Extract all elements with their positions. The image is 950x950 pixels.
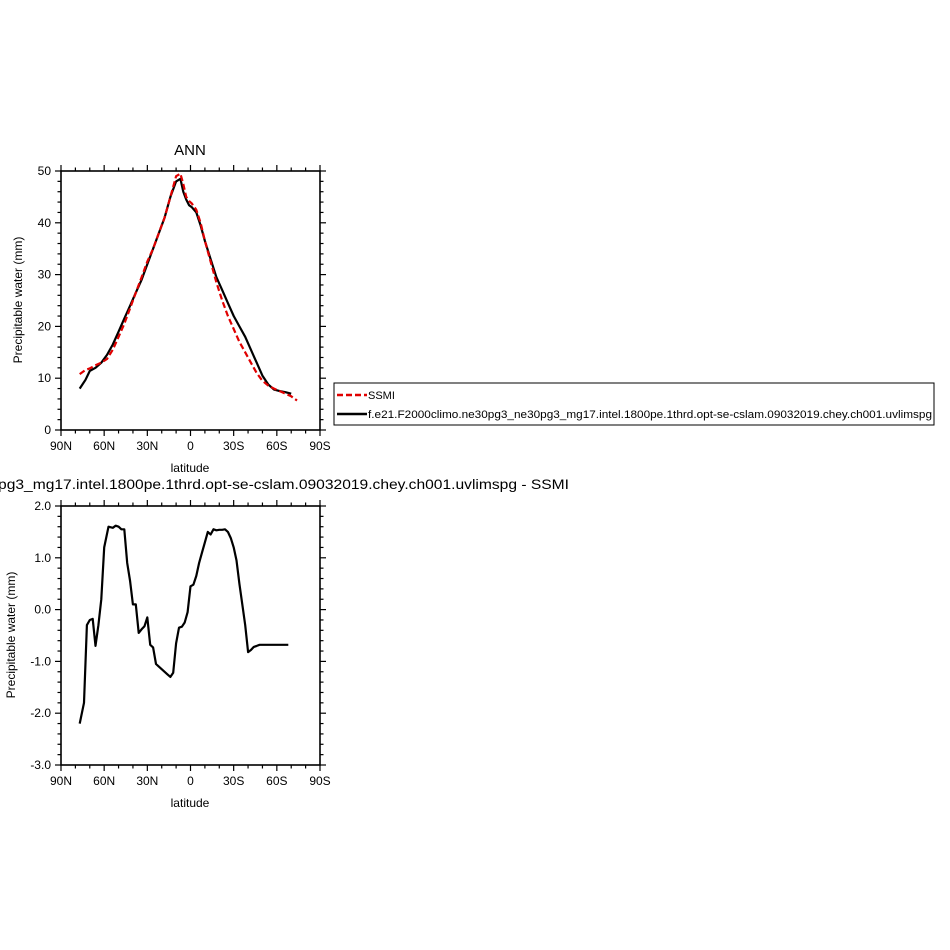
x-axis-label: latitude	[171, 461, 210, 475]
y-axis-label: Precipitable water (mm)	[11, 237, 25, 364]
chart-title: f.e21.F2000climo.ne30pg3_ne30pg3_mg17.in…	[0, 477, 569, 492]
y-tick-label: 30	[38, 268, 52, 282]
plot-frame	[60, 505, 321, 766]
series-line-difference	[78, 524, 289, 724]
chart-title: ANN	[174, 142, 206, 159]
y-tick-label: 0.0	[34, 603, 51, 617]
y-tick-label: 40	[38, 216, 52, 230]
legend-label-ssmi: SSMI	[368, 390, 395, 402]
x-tick-label: 90N	[50, 439, 72, 453]
y-tick-label: -3.0	[30, 758, 51, 772]
y-tick-label: 2.0	[34, 499, 51, 513]
y-tick-label: 0	[44, 423, 51, 437]
y-tick-label: -1.0	[30, 654, 51, 668]
x-tick-label: 30N	[136, 439, 158, 453]
y-tick-labels: 2.0 1.0 0.0 -1.0 -2.0 -3.0	[30, 499, 51, 772]
x-tick-label: 0	[187, 439, 194, 453]
x-tick-label: 90S	[309, 439, 330, 453]
legend: SSMI f.e21.F2000climo.ne30pg3_ne30pg3_mg…	[333, 382, 935, 426]
x-tick-label: 60S	[266, 439, 287, 453]
series-layer	[78, 524, 289, 724]
x-tick-label: 60N	[93, 439, 115, 453]
x-tick-label: 30N	[136, 774, 158, 788]
x-tick-label: 90S	[309, 774, 330, 788]
x-tick-label: 30S	[223, 439, 244, 453]
y-tick-label: -2.0	[30, 706, 51, 720]
y-tick-label: 1.0	[34, 551, 51, 565]
y-tick-label: 10	[38, 371, 52, 385]
x-tick-label: 60N	[93, 774, 115, 788]
x-tick-label: 60S	[266, 774, 287, 788]
legend-box	[333, 382, 935, 426]
series-line-ssmi	[79, 172, 298, 402]
x-axis-label: latitude	[171, 796, 210, 810]
x-tick-label: 90N	[50, 774, 72, 788]
chart-panel-annual-mean: ANN 90N 60N 30N 0 30S 60S 90S 0 10 20 30 40 50 lati…	[11, 142, 331, 475]
legend-label-model: f.e21.F2000climo.ne30pg3_ne30pg3_mg17.in…	[368, 409, 932, 421]
y-tick-label: 20	[38, 319, 52, 333]
axis-ticks	[55, 165, 326, 436]
series-line-model	[78, 177, 292, 395]
series-layer	[78, 172, 298, 402]
x-tick-label: 0	[187, 774, 194, 788]
y-tick-labels: 0 10 20 30 40 50	[38, 164, 52, 437]
y-tick-label: 50	[38, 164, 52, 178]
chart-panel-difference: f.e21.F2000climo.ne30pg3_ne30pg3_mg17.in…	[0, 477, 569, 810]
x-tick-labels: 90N 60N 30N 0 30S 60S 90S	[50, 439, 331, 453]
x-tick-label: 30S	[223, 774, 244, 788]
axis-ticks	[55, 500, 326, 771]
x-tick-labels: 90N 60N 30N 0 30S 60S 90S	[50, 774, 331, 788]
y-axis-label: Precipitable water (mm)	[4, 572, 18, 699]
